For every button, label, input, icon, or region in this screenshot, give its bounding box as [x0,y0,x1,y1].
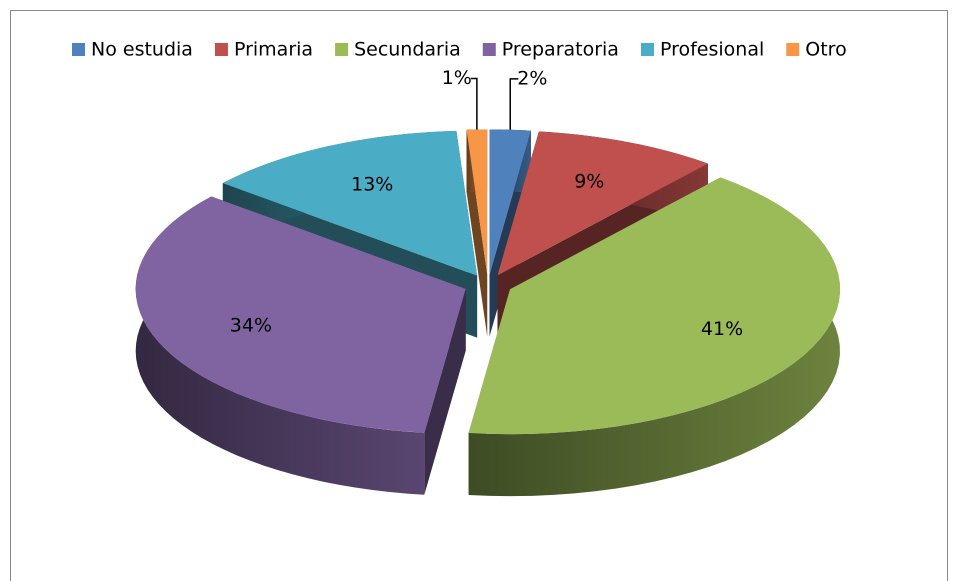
legend-label: No estudia [91,39,193,61]
legend-label: Secundaria [354,39,461,61]
data-label: 9% [574,171,604,193]
legend-swatch [482,43,496,56]
legend-swatch [335,43,349,56]
slice-wall [135,196,425,495]
legend-swatch [640,43,654,56]
slice-top [135,196,466,433]
legend-swatch [72,43,85,56]
legend-label: Profesional [660,39,764,61]
leader-line [470,77,478,130]
data-label: 2% [517,67,547,89]
slice [468,177,841,497]
data-label: 34% [230,315,272,337]
data-label: 41% [701,318,743,340]
slice-top [466,129,488,275]
legend-label: Otro [805,39,846,61]
data-label: 13% [351,174,393,196]
slice-top [497,131,708,276]
slice-top [222,130,478,276]
legend-label: Primaria [234,39,313,61]
legend-swatch [786,43,800,56]
slice-wall [468,177,840,497]
slice-top [468,177,841,435]
legend-swatch [214,43,228,56]
data-label: 1% [442,67,472,89]
legend: No estudia Primaria Secundaria Preparatoria… [72,39,847,61]
legend-label: Preparatoria [502,39,619,61]
leader-line [509,78,519,130]
slice [466,129,488,337]
slice-top [489,129,531,275]
slice [135,196,466,495]
